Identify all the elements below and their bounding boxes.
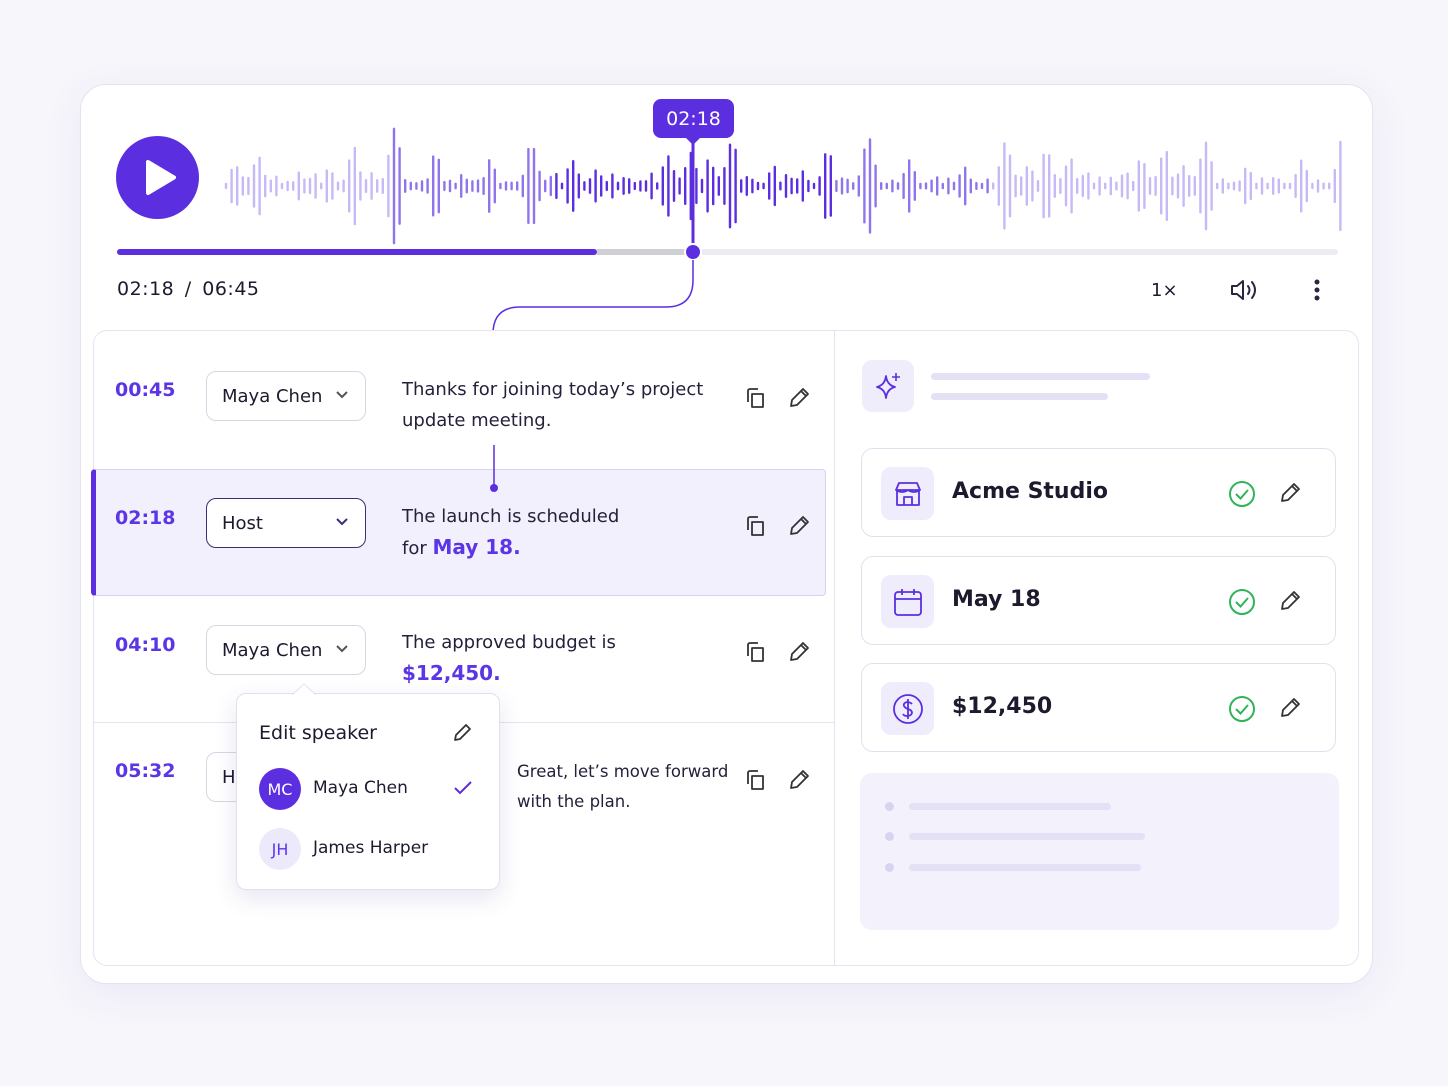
- edit-button[interactable]: [1278, 589, 1302, 613]
- skeleton-dot: [885, 802, 894, 811]
- popup-arrow: [292, 683, 316, 695]
- timestamp[interactable]: 05:32: [115, 760, 176, 782]
- money-icon: [881, 682, 934, 735]
- speaker-popup: Edit speaker MC Maya Chen JH James Harpe…: [236, 683, 500, 890]
- panel-divider: [834, 331, 835, 965]
- connector-line: [492, 260, 694, 360]
- chevron: [336, 518, 348, 526]
- entity-label: Acme Studio: [952, 479, 1108, 504]
- text: The launch is scheduled for: [402, 506, 620, 559]
- edit-button[interactable]: [1278, 696, 1302, 720]
- transcript-text: The launch is scheduled for May 18.: [402, 501, 642, 564]
- edit-button[interactable]: [787, 768, 811, 792]
- text: The approved budget is: [402, 632, 616, 653]
- skeleton-line: [909, 864, 1141, 871]
- copy-button[interactable]: [744, 514, 768, 538]
- verified-icon: [1229, 589, 1255, 615]
- popup-title: Edit speaker: [259, 722, 377, 744]
- chevron: [336, 391, 348, 399]
- option-name[interactable]: Maya Chen: [313, 778, 408, 798]
- avatar: MC: [259, 768, 301, 810]
- speaker-name: H: [222, 766, 236, 788]
- copy-button[interactable]: [744, 640, 768, 664]
- playhead-handle[interactable]: [684, 243, 702, 261]
- speaker-select[interactable]: Host: [206, 498, 366, 548]
- timestamp[interactable]: 02:18: [115, 507, 176, 529]
- buffered-bar: [597, 249, 693, 255]
- play-icon: [146, 160, 176, 195]
- check-icon: [454, 781, 472, 795]
- speaker-select[interactable]: Maya Chen: [206, 625, 366, 675]
- speaker-name: Maya Chen: [222, 639, 323, 661]
- copy-button[interactable]: [744, 386, 768, 410]
- tooltip-arrow: [685, 137, 701, 145]
- transcript-text: Thanks for joining today’s project updat…: [402, 374, 712, 436]
- verified-icon: [1229, 696, 1255, 722]
- edit-icon[interactable]: [451, 722, 473, 744]
- option-name[interactable]: James Harper: [313, 838, 429, 858]
- timestamp[interactable]: 00:45: [115, 379, 176, 401]
- skeleton-line: [909, 833, 1145, 840]
- time-display: 02:18 / 06:45: [117, 278, 260, 300]
- speed-button[interactable]: 1×: [1151, 280, 1178, 301]
- entity-card: May 18: [861, 556, 1336, 645]
- speaker-name: Host: [222, 512, 263, 534]
- avatar: JH: [259, 828, 301, 870]
- edit-button[interactable]: [1278, 481, 1302, 505]
- copy-button[interactable]: [744, 768, 768, 792]
- speaker-select[interactable]: Maya Chen: [206, 371, 366, 421]
- calendar-icon: [881, 575, 934, 628]
- skeleton-line: [909, 803, 1111, 810]
- store-icon: [881, 467, 934, 520]
- edit-button[interactable]: [787, 386, 811, 410]
- skeleton-line: [931, 393, 1108, 400]
- verified-icon: [1229, 481, 1255, 507]
- edit-button[interactable]: [787, 640, 811, 664]
- highlight[interactable]: May 18.: [432, 535, 521, 559]
- play-button[interactable]: [116, 136, 199, 219]
- progress-bar: [117, 249, 597, 255]
- transcript-text: The approved budget is $12,450.: [402, 627, 622, 690]
- entity-label: $12,450: [952, 694, 1053, 719]
- skeleton-box: [860, 773, 1339, 930]
- waveform[interactable]: [0, 0, 1448, 420]
- sparkle-icon: [876, 373, 900, 399]
- entity-card: Acme Studio: [861, 448, 1336, 537]
- skeleton-line: [931, 373, 1150, 380]
- speaker-name: Maya Chen: [222, 385, 323, 407]
- connector-end: [490, 445, 498, 492]
- text: Great, let’s move forward with the plan.: [517, 762, 729, 811]
- entity-label: May 18: [952, 587, 1041, 612]
- ai-badge: [862, 360, 914, 412]
- more-button[interactable]: [1312, 278, 1322, 304]
- highlight[interactable]: $12,450.: [402, 661, 501, 685]
- transcript-text: Great, let’s move forward with the plan.: [517, 757, 732, 817]
- chevron: [336, 645, 348, 653]
- skeleton-dot: [885, 832, 894, 841]
- time-tooltip: 02:18: [653, 99, 734, 138]
- edit-button[interactable]: [787, 514, 811, 538]
- timestamp[interactable]: 04:10: [115, 634, 176, 656]
- entity-card: $12,450: [861, 663, 1336, 752]
- text: Thanks for joining today’s project updat…: [402, 379, 704, 431]
- skeleton-dot: [885, 863, 894, 872]
- volume-button[interactable]: [1229, 277, 1259, 303]
